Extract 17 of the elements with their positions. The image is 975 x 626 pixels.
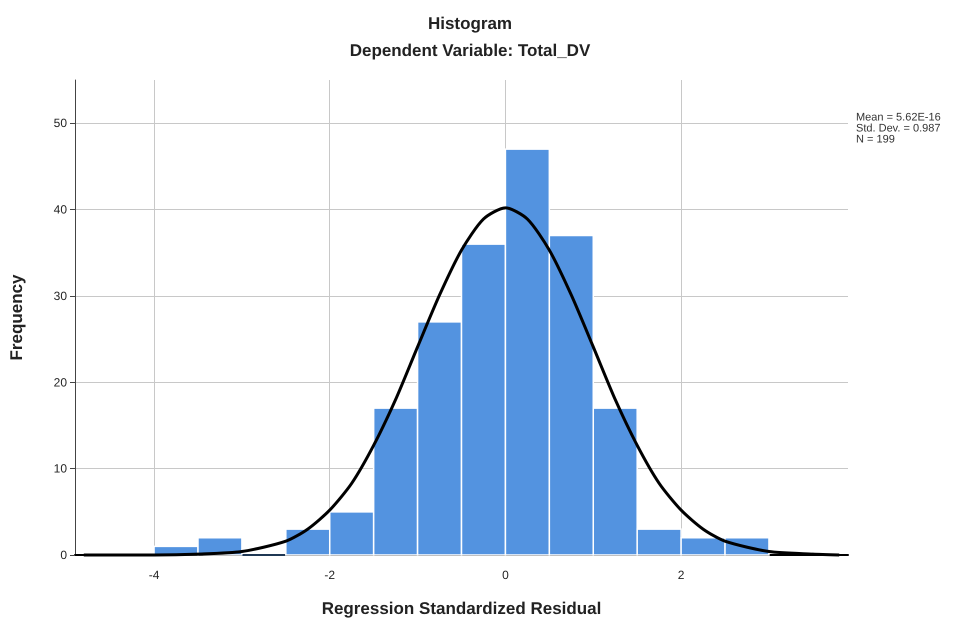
chart-title: Histogram [428, 14, 512, 33]
y-axis-title: Frequency [7, 274, 26, 360]
x-tick-label: -4 [148, 568, 160, 582]
x-tick-label: 2 [678, 568, 685, 582]
x-tick-label: 0 [502, 568, 510, 582]
y-tick-label: 50 [54, 116, 68, 130]
text: Mean = 5.62E-16 [856, 112, 941, 124]
x-tick-label: -2 [324, 568, 336, 582]
x-axis-title: Regression Standardized Residual [322, 599, 602, 618]
chart-subtitle: Dependent Variable: Total_DV [350, 41, 591, 60]
text: Std. Dev. = 0.987 [856, 122, 940, 134]
y-tick-label: 30 [54, 288, 68, 303]
y-tick-label: 20 [54, 375, 68, 390]
y-tick-label: 40 [54, 202, 68, 217]
y-tick-label: 10 [54, 462, 68, 476]
y-tick-label: 0 [60, 548, 68, 562]
text: N = 199 [856, 134, 895, 146]
